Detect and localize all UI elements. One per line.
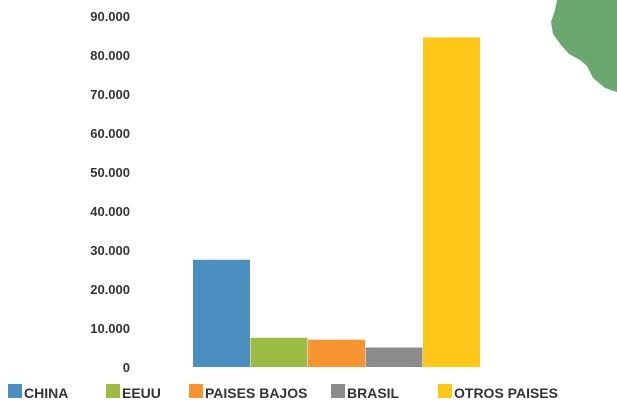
legend-swatch (331, 384, 345, 398)
y-tick-label: 20.000 (90, 282, 130, 297)
legend-label: BRASIL (347, 385, 400, 401)
y-tick-label: 90.000 (90, 9, 130, 24)
legend-label: PAISES BAJOS (205, 385, 307, 401)
y-tick-label: 0 (123, 360, 130, 375)
y-tick-label: 10.000 (90, 321, 130, 336)
y-tick-label: 80.000 (90, 48, 130, 63)
bar-eeuu (250, 337, 308, 367)
y-tick-label: 70.000 (90, 87, 130, 102)
y-tick-label: 30.000 (90, 243, 130, 258)
bar-china (193, 259, 250, 367)
legend-swatch (438, 384, 452, 398)
y-tick-label: 60.000 (90, 126, 130, 141)
bar-brasil (365, 347, 423, 367)
legend-label: OTROS PAISES (454, 385, 558, 401)
legend-swatch (106, 384, 120, 398)
bar-otros-paises (423, 37, 480, 367)
legend-label: CHINA (24, 385, 68, 401)
map-silhouette-icon (551, 0, 617, 92)
legend-label: EEUU (122, 385, 161, 401)
bars (193, 37, 480, 367)
legend: CHINA EEUU PAISES BAJOS BRASIL OTROS PAISES (8, 384, 558, 401)
legend-swatch (189, 384, 203, 398)
y-tick-label: 50.000 (90, 165, 130, 180)
y-tick-label: 40.000 (90, 204, 130, 219)
y-axis: 0 10.000 20.000 30.000 40.000 50.000 60.000 70.… (90, 9, 130, 375)
legend-swatch (8, 384, 22, 398)
bar-paises-bajos (308, 339, 365, 367)
